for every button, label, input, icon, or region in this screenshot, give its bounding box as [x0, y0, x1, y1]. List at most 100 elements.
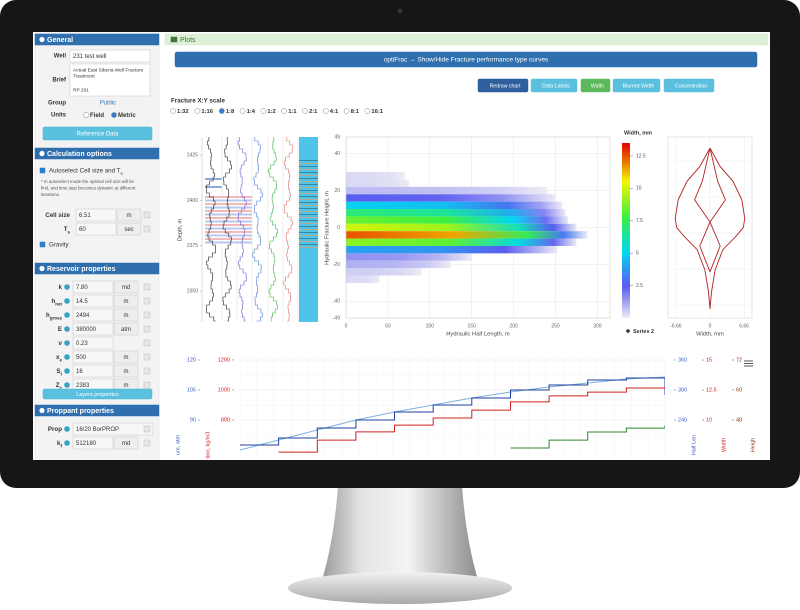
- field-input[interactable]: [72, 436, 114, 450]
- field-input[interactable]: [75, 208, 117, 222]
- button-label: Blurred Width: [623, 83, 655, 89]
- legend-label: Series 2: [633, 329, 654, 335]
- unit-box: [113, 350, 139, 364]
- log-stripe: [299, 247, 318, 248]
- y-tick-label: 0: [337, 225, 340, 231]
- radio[interactable]: [281, 108, 288, 114]
- toolbar-button[interactable]: [580, 78, 611, 93]
- unit-label: m: [127, 213, 132, 219]
- field-label: St: [56, 368, 62, 376]
- log-band: [205, 231, 252, 233]
- radio[interactable]: [364, 108, 371, 114]
- toolbar-button[interactable]: [477, 78, 529, 93]
- checkbox[interactable]: [39, 167, 46, 174]
- reference-data-button[interactable]: [42, 126, 153, 141]
- unit-box: [116, 222, 142, 236]
- log-stripe: [299, 172, 318, 173]
- radio[interactable]: [322, 108, 329, 114]
- field-value: 14.5: [76, 299, 88, 305]
- radio[interactable]: [302, 108, 308, 114]
- y-tick-label: -40: [333, 299, 340, 305]
- field-label: ν: [59, 340, 63, 347]
- unit-label: m: [124, 369, 129, 375]
- log-stripe: [299, 232, 318, 233]
- field-input[interactable]: [72, 294, 114, 308]
- profile-line: [709, 147, 746, 309]
- field-input[interactable]: [75, 222, 117, 236]
- toolbar-button[interactable]: [612, 78, 661, 93]
- y-tick-label: 90: [190, 417, 196, 423]
- field-label: k: [59, 284, 63, 291]
- button-label: Redraw chart: [490, 83, 521, 89]
- subscript: c: [59, 385, 62, 390]
- plot-frame: [667, 136, 753, 319]
- unit-label: m: [124, 313, 129, 319]
- y-tick-label: 1000: [218, 387, 230, 393]
- field-label: Cell size: [45, 212, 70, 219]
- radio-label: 1:2: [267, 109, 275, 115]
- subscript: f: [61, 443, 63, 448]
- field-input[interactable]: [72, 308, 114, 322]
- y-tick-label: 300: [678, 387, 687, 393]
- heatmap-row: [346, 238, 577, 246]
- radio-label: 4:1: [330, 109, 339, 115]
- radio[interactable]: [170, 108, 176, 114]
- unit-box: [113, 436, 139, 450]
- label: Gravity: [49, 242, 70, 249]
- section-header: [34, 33, 160, 46]
- well-input[interactable]: [69, 49, 151, 63]
- log-stripe: [299, 235, 318, 236]
- x-tick-label: 250: [551, 323, 560, 329]
- field-input[interactable]: [72, 350, 114, 364]
- log-stripe: [299, 238, 318, 239]
- info-icon: [143, 381, 151, 389]
- info-icon: [143, 211, 151, 219]
- log-curve: [283, 137, 293, 322]
- x-tick-label: 100: [426, 323, 435, 329]
- section-title: Reservoir properties: [47, 266, 116, 273]
- plot-frame: [345, 136, 611, 319]
- subscript: t: [61, 371, 63, 376]
- radio[interactable]: [83, 112, 89, 118]
- section-header: [34, 147, 160, 160]
- colorbar-tick-label: 7.5: [636, 218, 643, 224]
- unit-box: [113, 364, 139, 378]
- radio[interactable]: [343, 108, 350, 114]
- radio[interactable]: [239, 108, 246, 114]
- radio[interactable]: [111, 112, 117, 118]
- profile-line: [694, 147, 711, 272]
- field-input[interactable]: [72, 280, 114, 294]
- axis-title: tion, kg/m3: [205, 432, 211, 459]
- log-stripe: [299, 193, 318, 194]
- radio[interactable]: [260, 108, 267, 114]
- log-stripe: [299, 223, 318, 224]
- toolbar-button[interactable]: [663, 78, 715, 93]
- banner-button[interactable]: [174, 51, 758, 68]
- colorbar-tick-label: 12.5: [636, 153, 646, 159]
- note-line: find, and time step becomes dynamic at d…: [41, 186, 136, 191]
- field-input[interactable]: [72, 364, 114, 378]
- field-input[interactable]: [72, 322, 114, 336]
- button-label: Width: [591, 83, 604, 89]
- checkbox[interactable]: [39, 241, 46, 248]
- help-icon: [64, 426, 70, 432]
- colorbar-title: Width, mm: [624, 130, 652, 136]
- field-value: 16: [76, 369, 83, 375]
- series-line: [240, 376, 665, 451]
- field-input[interactable]: [72, 422, 154, 436]
- toolbar-button[interactable]: [530, 78, 578, 93]
- unit-label: m: [124, 299, 129, 305]
- y-tick-label: 2425: [187, 152, 198, 158]
- y-tick-label: 15: [706, 357, 712, 363]
- axis-title: ure, atm: [175, 435, 181, 456]
- axis-title: Width, mm: [696, 332, 724, 338]
- field-input[interactable]: [72, 336, 114, 350]
- layers-button[interactable]: [42, 388, 153, 400]
- label: Group: [48, 101, 66, 107]
- radio[interactable]: [218, 108, 225, 114]
- log-band: [205, 238, 252, 240]
- colorbar: [622, 143, 630, 318]
- brief-textarea[interactable]: [69, 63, 151, 97]
- radio[interactable]: [194, 108, 201, 114]
